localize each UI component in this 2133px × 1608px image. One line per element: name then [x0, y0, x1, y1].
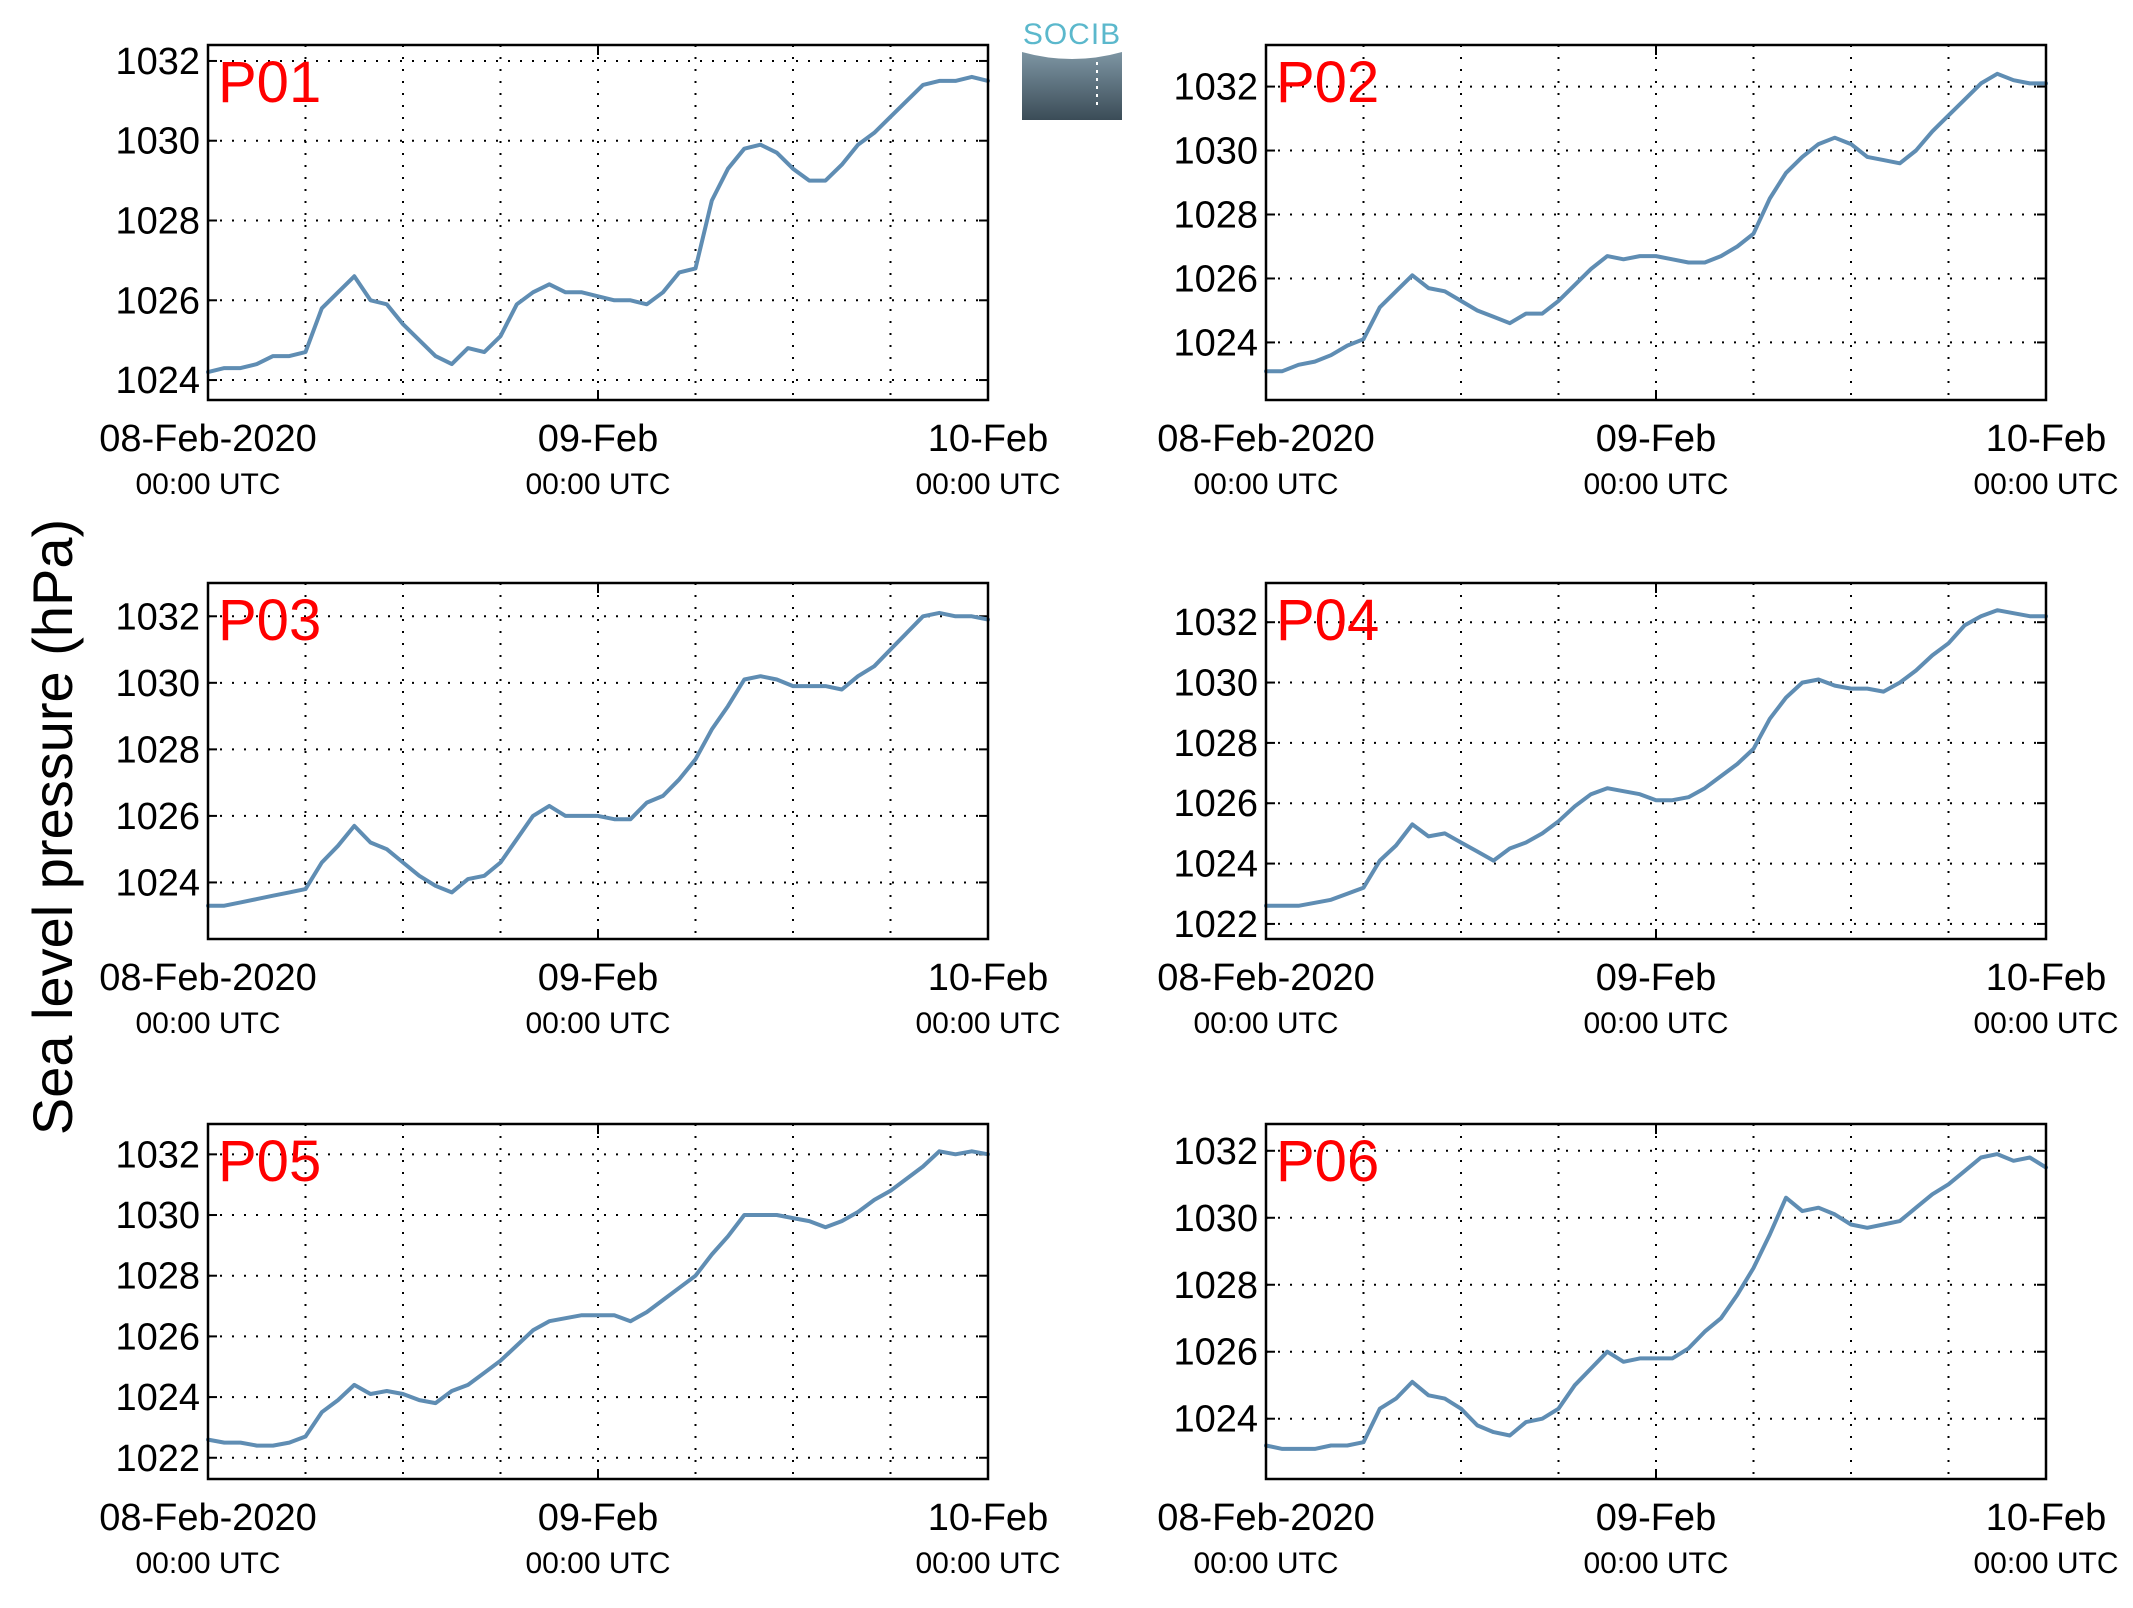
x-tick-sublabel: 00:00 UTC: [135, 468, 280, 501]
axes-frame: [206, 581, 990, 941]
panel-title: P02: [1276, 50, 1379, 115]
x-tick-label: 09-Feb: [1596, 957, 1716, 999]
y-tick-label: 1032: [1173, 602, 1258, 644]
y-axis-label: Sea level pressure (hPa): [21, 519, 84, 1135]
y-tick-label: 1028: [1173, 195, 1258, 237]
y-tick-label: 1026: [1173, 1332, 1258, 1374]
x-tick-label: 08-Feb-2020: [99, 1497, 317, 1539]
x-tick-sublabel: 00:00 UTC: [1193, 1007, 1338, 1040]
series-line-p06: [1264, 1152, 2048, 1451]
x-tick-label: 09-Feb: [1596, 418, 1716, 460]
y-tick-label: 1026: [115, 796, 200, 838]
y-tick-label: 1026: [1173, 783, 1258, 825]
x-tick-label: 09-Feb: [538, 1497, 658, 1539]
series-line-p02: [1264, 71, 2048, 374]
y-tick-label: 1032: [115, 596, 200, 638]
x-tick-label: 08-Feb-2020: [1157, 1497, 1375, 1539]
y-tick-label: 1032: [115, 1134, 200, 1176]
x-tick-label: 08-Feb-2020: [99, 957, 317, 999]
x-tick-sublabel: 00:00 UTC: [915, 468, 1060, 501]
axes-frame: [1264, 581, 2048, 941]
axes-frame: [1264, 1122, 2048, 1481]
x-tick-sublabel: 00:00 UTC: [525, 1007, 670, 1040]
chart-panel-p03: 1024 1026 1028 1030 1032 08-Feb-2020 00:00 UTC…: [99, 581, 1061, 1040]
chart-panel-p02: 1024 1026 1028 1030 1032 08-Feb-2020 00:00 UTC…: [1157, 43, 2119, 501]
y-tick-label: 1026: [115, 1316, 200, 1358]
x-tick-sublabel: 00:00 UTC: [1583, 1547, 1728, 1580]
x-tick-label: 10-Feb: [1986, 957, 2106, 999]
x-tick-label: 08-Feb-2020: [1157, 957, 1375, 999]
y-tick-label: 1028: [115, 201, 200, 243]
x-tick-sublabel: 00:00 UTC: [135, 1547, 280, 1580]
chart-panel-p05: 1022 1024 1026 1028 1030 1032 08-Feb-2020 00:00…: [99, 1122, 1061, 1580]
panel-title: P01: [218, 50, 321, 115]
x-tick-label: 10-Feb: [1986, 1497, 2106, 1539]
chart-panel-p01: 1024 1026 1028 1030 1032 08-Feb-2020 00:00 UTC…: [99, 41, 1060, 501]
x-tick-sublabel: 00:00 UTC: [1973, 1547, 2118, 1580]
panels: 1024 1026 1028 1030 1032 08-Feb-2020 00:00 UTC…: [99, 41, 2118, 1580]
x-tick-label: 10-Feb: [928, 1497, 1048, 1539]
y-tick-label: 1032: [115, 41, 200, 83]
x-tick-label: 10-Feb: [928, 957, 1048, 999]
series-line-p05: [206, 1149, 990, 1448]
panel-title: P04: [1276, 588, 1379, 653]
y-tick-label: 1022: [115, 1438, 200, 1480]
y-tick-label: 1024: [1173, 322, 1258, 364]
x-tick-label: 10-Feb: [1986, 418, 2106, 460]
y-tick-label: 1032: [1173, 1131, 1258, 1173]
socib-logo: SOCIB: [1022, 18, 1122, 120]
y-tick-label: 1030: [115, 121, 200, 163]
x-tick-label: 09-Feb: [538, 418, 658, 460]
y-tick-label: 1026: [1173, 258, 1258, 300]
x-tick-sublabel: 00:00 UTC: [1583, 1007, 1728, 1040]
x-tick-sublabel: 00:00 UTC: [915, 1007, 1060, 1040]
x-tick-sublabel: 00:00 UTC: [525, 1547, 670, 1580]
y-tick-label: 1030: [1173, 663, 1258, 705]
x-tick-sublabel: 00:00 UTC: [135, 1007, 280, 1040]
y-tick-label: 1030: [1173, 131, 1258, 173]
axes-frame: [206, 43, 990, 402]
x-tick-label: 08-Feb-2020: [99, 418, 317, 460]
y-tick-label: 1030: [115, 663, 200, 705]
x-tick-sublabel: 00:00 UTC: [1193, 1547, 1338, 1580]
y-tick-label: 1028: [1173, 723, 1258, 765]
y-tick-label: 1028: [115, 1256, 200, 1298]
x-tick-label: 08-Feb-2020: [1157, 418, 1375, 460]
y-tick-label: 1030: [115, 1195, 200, 1237]
y-tick-label: 1022: [1173, 904, 1258, 946]
series-line-p04: [1264, 608, 2048, 908]
series-line-p01: [206, 74, 990, 375]
y-tick-label: 1032: [1173, 67, 1258, 109]
logo-text: SOCIB: [1023, 18, 1121, 51]
y-tick-label: 1024: [115, 1377, 200, 1419]
x-tick-label: 09-Feb: [1596, 1497, 1716, 1539]
y-tick-label: 1028: [1173, 1265, 1258, 1307]
x-tick-sublabel: 00:00 UTC: [915, 1547, 1060, 1580]
x-tick-sublabel: 00:00 UTC: [1193, 468, 1338, 501]
panel-title: P06: [1276, 1129, 1379, 1194]
axes-frame: [1264, 43, 2048, 402]
panel-title: P05: [218, 1129, 321, 1194]
y-tick-label: 1026: [115, 280, 200, 322]
y-tick-label: 1024: [1173, 1399, 1258, 1441]
x-tick-label: 10-Feb: [928, 418, 1048, 460]
x-tick-sublabel: 00:00 UTC: [1973, 468, 2118, 501]
series-line-p03: [206, 610, 990, 908]
y-tick-label: 1024: [1173, 844, 1258, 886]
y-tick-label: 1030: [1173, 1198, 1258, 1240]
y-tick-label: 1024: [115, 862, 200, 904]
x-tick-sublabel: 00:00 UTC: [525, 468, 670, 501]
chart-panel-p06: 1024 1026 1028 1030 1032 08-Feb-2020 00:00 UTC…: [1157, 1122, 2119, 1580]
x-tick-label: 09-Feb: [538, 957, 658, 999]
x-tick-sublabel: 00:00 UTC: [1583, 468, 1728, 501]
y-tick-label: 1028: [115, 729, 200, 771]
panel-title: P03: [218, 588, 321, 653]
axes-frame: [206, 1122, 990, 1481]
y-tick-label: 1024: [115, 360, 200, 402]
chart-panel-p04: 1022 1024 1026 1028 1030 1032 08-Feb-2020 00:00…: [1157, 581, 2119, 1040]
x-tick-sublabel: 00:00 UTC: [1973, 1007, 2118, 1040]
